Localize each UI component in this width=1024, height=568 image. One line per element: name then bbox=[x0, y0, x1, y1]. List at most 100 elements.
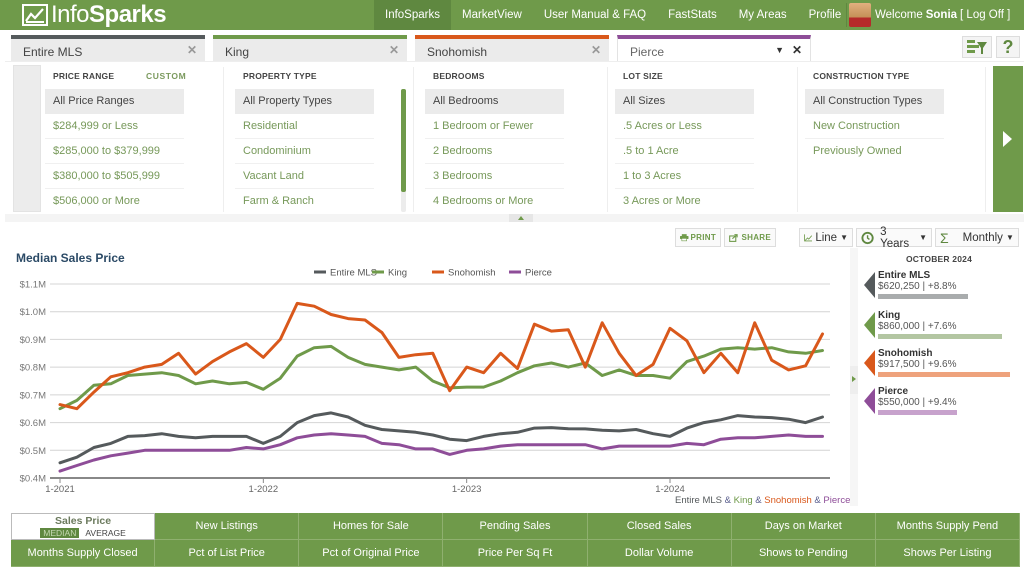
metric-new-listings[interactable]: New Listings bbox=[155, 513, 300, 540]
area-tab-entire-mls[interactable]: Entire MLS ✕ bbox=[11, 35, 205, 61]
summary-toggle-button[interactable] bbox=[850, 366, 858, 394]
avatar bbox=[849, 3, 871, 27]
metric-shows-per-listing[interactable]: Shows Per Listing bbox=[875, 540, 1020, 567]
sigma-icon: Σ bbox=[940, 229, 949, 246]
filter-option[interactable]: All Bedrooms bbox=[425, 89, 564, 114]
metric-pending-sales[interactable]: Pending Sales bbox=[443, 513, 588, 540]
filter-construction-type: CONSTRUCTION TYPE All Construction Types… bbox=[805, 62, 975, 214]
filter-scroll-right[interactable] bbox=[993, 66, 1023, 212]
filter-option[interactable]: All Sizes bbox=[615, 89, 754, 114]
area-tab-label: Entire MLS bbox=[23, 45, 83, 59]
property-type-scrollbar[interactable] bbox=[401, 89, 406, 212]
main-nav: InfoSparks MarketView User Manual & FAQ … bbox=[374, 0, 852, 30]
filter-option[interactable]: All Property Types bbox=[235, 89, 374, 114]
area-tab-snohomish[interactable]: Snohomish ✕ bbox=[415, 35, 609, 61]
logoff-link[interactable]: [ Log Off ] bbox=[960, 9, 1011, 21]
metric-closed-sales[interactable]: Closed Sales bbox=[587, 513, 732, 540]
filter-option[interactable]: 4 Bedrooms or More bbox=[433, 195, 534, 207]
close-icon[interactable]: ✕ bbox=[791, 43, 802, 57]
share-icon bbox=[729, 233, 738, 242]
nav-infosparks[interactable]: InfoSparks bbox=[374, 0, 451, 30]
metric-label: Sales Price bbox=[55, 515, 112, 527]
chart-logo-icon bbox=[22, 4, 48, 26]
filter-scroll-left[interactable] bbox=[13, 65, 41, 212]
series-line-entire-mls bbox=[58, 411, 824, 465]
summary-area-name: Snohomish bbox=[878, 348, 933, 359]
scrollbar-thumb[interactable] bbox=[401, 89, 406, 192]
metric-sales-price[interactable]: Sales Price MEDIAN AVERAGE bbox=[11, 513, 156, 540]
filter-option[interactable]: .5 Acres or Less bbox=[615, 114, 754, 139]
nav-my-areas[interactable]: My Areas bbox=[738, 9, 787, 21]
filter-option[interactable]: Previously Owned bbox=[813, 145, 902, 157]
filter-option[interactable]: 2 Bedrooms bbox=[425, 139, 564, 164]
custom-price-link[interactable]: CUSTOM bbox=[146, 71, 187, 81]
interval-dropdown[interactable]: Σ Monthly ▼ bbox=[935, 228, 1019, 247]
filter-option[interactable]: 3 Acres or More bbox=[623, 195, 701, 207]
filter-option[interactable]: $506,000 or More bbox=[53, 195, 140, 207]
infosparks-logo[interactable]: Info Sparks bbox=[22, 1, 167, 29]
average-toggle[interactable]: AVERAGE bbox=[85, 528, 126, 538]
filter-heading: PRICE RANGE bbox=[53, 71, 115, 81]
filter-option[interactable]: Residential bbox=[235, 114, 374, 139]
summary-area-value: $550,000 | +9.4% bbox=[878, 397, 957, 408]
close-icon[interactable]: ✕ bbox=[186, 43, 197, 57]
metric-dollar-volume[interactable]: Dollar Volume bbox=[587, 540, 732, 567]
filter-button[interactable] bbox=[962, 36, 992, 58]
close-icon[interactable]: ✕ bbox=[388, 43, 399, 57]
nav-user-manual[interactable]: User Manual & FAQ bbox=[543, 9, 647, 21]
nav-profile[interactable]: Profile bbox=[808, 9, 842, 21]
metric-days-on-market[interactable]: Days on Market bbox=[731, 513, 876, 540]
filter-option[interactable]: All Construction Types bbox=[805, 89, 944, 114]
filter-heading: PROPERTY TYPE bbox=[243, 71, 317, 81]
filter-option[interactable]: 3 Bedrooms bbox=[425, 164, 564, 189]
legend-label: Pierce bbox=[525, 268, 552, 279]
share-button[interactable]: SHARE bbox=[724, 228, 776, 247]
footnote-king: King bbox=[733, 495, 753, 506]
summary-entry[interactable]: Snohomish $917,500 | +9.6% bbox=[864, 348, 1024, 386]
metric-price-per-sq-ft[interactable]: Price Per Sq Ft bbox=[443, 540, 588, 567]
metric-pct-of-list-price[interactable]: Pct of List Price bbox=[155, 540, 300, 567]
median-toggle[interactable]: MEDIAN bbox=[40, 528, 80, 538]
metric-homes-for-sale[interactable]: Homes for Sale bbox=[299, 513, 444, 540]
summary-entry[interactable]: Pierce $550,000 | +9.4% bbox=[864, 386, 1024, 424]
filter-option[interactable]: $285,000 to $379,999 bbox=[45, 139, 184, 164]
filter-option[interactable]: Vacant Land bbox=[235, 164, 374, 189]
summary-entry[interactable]: King $860,000 | +7.6% bbox=[864, 310, 1024, 348]
filter-option[interactable]: $380,000 to $505,999 bbox=[45, 164, 184, 189]
caret-down-icon: ▼ bbox=[840, 233, 848, 242]
filter-option[interactable]: 1 to 3 Acres bbox=[615, 164, 754, 189]
print-button[interactable]: PRINT bbox=[675, 228, 721, 247]
filter-option[interactable]: Condominium bbox=[235, 139, 374, 164]
filter-option[interactable]: 1 Bedroom or Fewer bbox=[425, 114, 564, 139]
collapse-filters-button[interactable] bbox=[509, 214, 533, 222]
footnote-pierce: Pierce bbox=[823, 495, 851, 506]
filter-heading: BEDROOMS bbox=[433, 71, 485, 81]
footnote-sep: & bbox=[811, 495, 824, 506]
filter-option[interactable]: .5 to 1 Acre bbox=[615, 139, 754, 164]
metric-months-supply-closed[interactable]: Months Supply Closed bbox=[11, 540, 156, 567]
caret-down-icon[interactable]: ▼ bbox=[775, 45, 784, 55]
filter-option[interactable]: $284,999 or Less bbox=[45, 114, 184, 139]
range-dropdown[interactable]: 3 Years ▼ bbox=[856, 226, 932, 250]
x-tick-label: 1-2023 bbox=[452, 484, 482, 495]
help-icon: ? bbox=[1002, 36, 1014, 57]
filter-option[interactable]: New Construction bbox=[805, 114, 944, 139]
filter-option[interactable]: All Price Ranges bbox=[45, 89, 184, 114]
nav-marketview[interactable]: MarketView bbox=[461, 9, 522, 21]
summary-panel: OCTOBER 2024 Entire MLS $620,250 | +8.8% K… bbox=[850, 248, 1024, 508]
help-button[interactable]: ? bbox=[996, 36, 1020, 58]
close-icon[interactable]: ✕ bbox=[590, 43, 601, 57]
filter-option[interactable]: Farm & Ranch bbox=[243, 195, 314, 207]
chart-title: Median Sales Price bbox=[16, 251, 125, 265]
area-tab-pierce[interactable]: Pierce ▼ ✕ bbox=[617, 35, 811, 61]
area-tab-king[interactable]: King ✕ bbox=[213, 35, 407, 61]
metric-months-supply-pend[interactable]: Months Supply Pend bbox=[875, 513, 1020, 540]
metric-shows-to-pending[interactable]: Shows to Pending bbox=[731, 540, 876, 567]
metric-selector: Sales Price MEDIAN AVERAGE New Listings … bbox=[11, 513, 1020, 567]
chart-type-dropdown[interactable]: Line ▼ bbox=[799, 228, 853, 247]
divider bbox=[607, 67, 608, 212]
filter-property-type: PROPERTY TYPE All Property Types Residen… bbox=[235, 62, 405, 214]
metric-pct-of-original-price[interactable]: Pct of Original Price bbox=[299, 540, 444, 567]
summary-entry[interactable]: Entire MLS $620,250 | +8.8% bbox=[864, 270, 1024, 308]
nav-faststats[interactable]: FastStats bbox=[668, 9, 717, 21]
